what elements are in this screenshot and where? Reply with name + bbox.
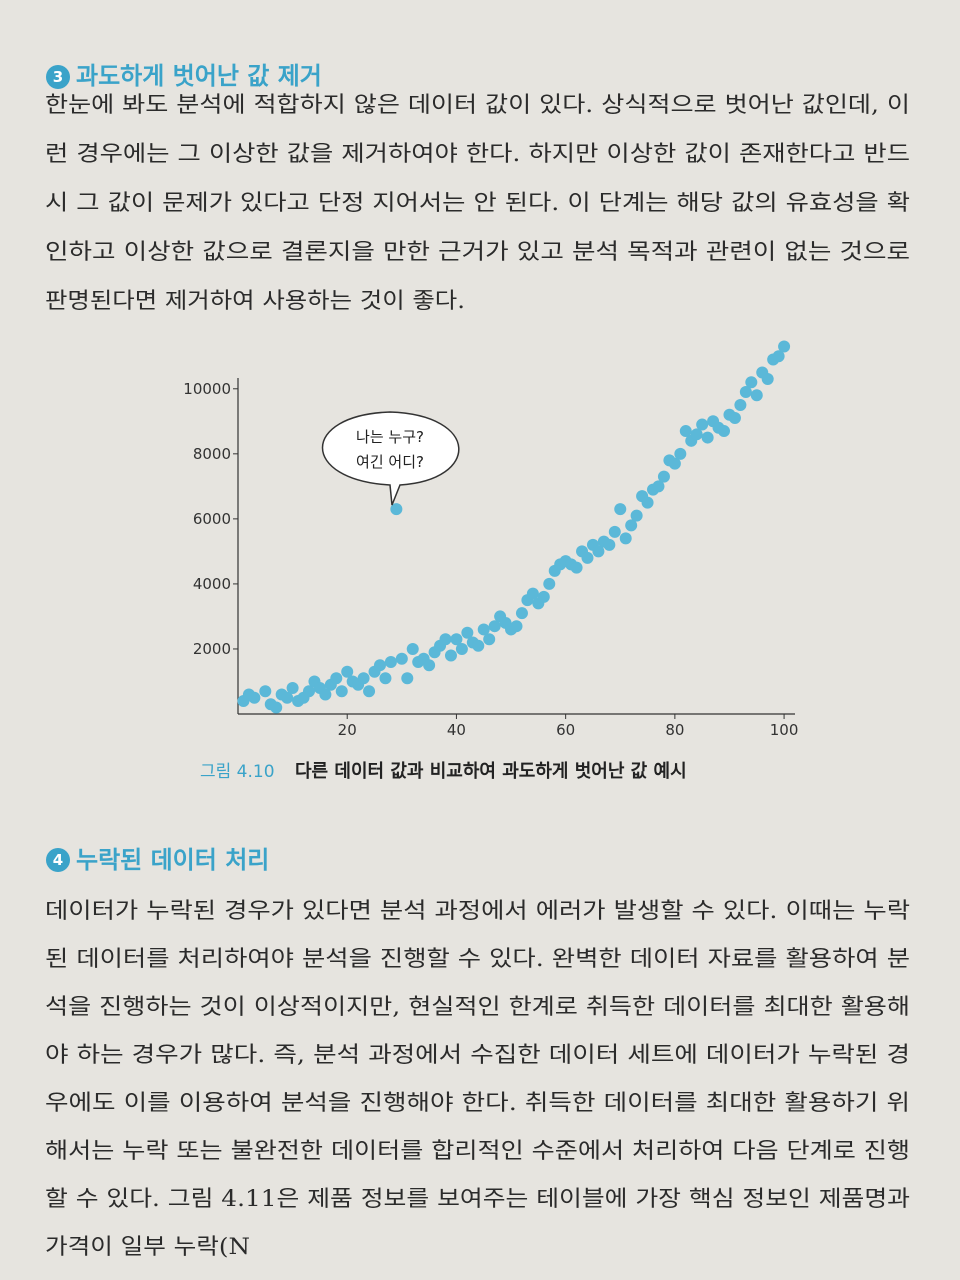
data-point xyxy=(357,672,370,685)
body-line: 야 하는 경우가 많다. 즉, 분석 과정에서 수집한 데이터 세트에 데이터가… xyxy=(45,1043,910,1068)
body-line: 판명된다면 제거하여 사용하는 것이 좋다. xyxy=(45,289,465,314)
data-point xyxy=(570,561,583,574)
data-point xyxy=(483,633,496,646)
data-point xyxy=(515,607,528,620)
section-number: 4 xyxy=(53,851,63,869)
body-line: 한눈에 봐도 분석에 적합하지 않은 데이터 값이 있다. 상식적으로 벗어난 … xyxy=(45,93,910,118)
data-point xyxy=(690,428,703,441)
data-point xyxy=(488,620,501,633)
body-line: 가격이 일부 누락(N xyxy=(45,1235,250,1260)
data-point xyxy=(444,649,457,662)
data-point xyxy=(761,373,774,386)
section-badge xyxy=(46,848,70,872)
data-point xyxy=(363,685,376,698)
data-point xyxy=(390,503,403,516)
data-point xyxy=(750,389,763,402)
x-tick-label: 60 xyxy=(556,721,575,739)
section-title: 누락된 데이터 처리 xyxy=(76,846,269,874)
data-point xyxy=(734,399,747,412)
body-line: 해서는 누락 또는 불완전한 데이터를 합리적인 수준에서 처리하여 다음 단계… xyxy=(45,1139,910,1164)
data-point xyxy=(439,633,452,646)
data-point xyxy=(379,672,392,685)
y-tick-label: 2000 xyxy=(193,640,231,658)
data-point xyxy=(450,633,463,646)
data-point xyxy=(641,496,654,509)
x-tick-label: 100 xyxy=(770,721,799,739)
body-line: 데이터가 누락된 경우가 있다면 분석 과정에서 에러가 발생할 수 있다. 이… xyxy=(45,899,910,924)
data-point xyxy=(630,509,643,522)
data-point xyxy=(341,665,354,678)
data-point xyxy=(701,431,714,444)
data-point xyxy=(395,652,408,665)
data-point xyxy=(319,688,332,701)
data-point xyxy=(281,691,294,704)
y-tick-label: 4000 xyxy=(193,575,231,593)
y-tick-label: 8000 xyxy=(193,445,231,463)
bubble-text: 나는 누구? xyxy=(356,428,424,446)
data-point xyxy=(270,701,283,714)
data-point xyxy=(625,519,638,532)
data-point xyxy=(592,545,605,558)
data-point xyxy=(401,672,414,685)
body-line: 시 그 값이 문제가 있다고 단정 지어서는 안 된다. 이 단계는 해당 값의… xyxy=(45,191,910,216)
body-line: 할 수 있다. 그림 4.11은 제품 정보를 보여주는 테이블에 가장 핵심 … xyxy=(45,1187,910,1212)
body-line: 된 데이터를 처리하여야 분석을 진행할 수 있다. 완벽한 데이터 자료를 활… xyxy=(45,947,910,972)
body-line: 석을 진행하는 것이 이상적이지만, 현실적인 한계로 취득한 데이터를 최대한… xyxy=(45,995,910,1020)
data-point xyxy=(674,447,687,460)
section-number: 3 xyxy=(53,68,63,86)
data-point xyxy=(373,659,386,672)
data-point xyxy=(335,685,348,698)
chart: 2000 4000 6000 8000 10000 20 40 60 80 100 나는 누구? 여긴… xyxy=(183,340,799,739)
data-point xyxy=(330,672,343,685)
x-tick-label: 80 xyxy=(665,721,684,739)
data-point xyxy=(608,525,621,538)
data-point xyxy=(461,626,474,639)
data-point xyxy=(657,470,670,483)
data-point xyxy=(472,639,485,652)
data-point xyxy=(406,642,419,655)
x-tick-label: 20 xyxy=(338,721,357,739)
data-point xyxy=(603,538,616,551)
data-point xyxy=(745,376,758,389)
data-point xyxy=(728,412,741,425)
data-point xyxy=(679,425,692,438)
data-point xyxy=(477,623,490,636)
data-point xyxy=(384,655,397,668)
speech-bubble xyxy=(321,411,460,506)
data-point xyxy=(259,685,272,698)
data-point xyxy=(619,532,632,545)
bubble-text: 여긴 어디? xyxy=(356,453,424,471)
x-tick-label: 40 xyxy=(447,721,466,739)
data-point xyxy=(652,480,665,493)
data-point xyxy=(696,418,709,431)
data-point xyxy=(510,620,523,633)
data-point xyxy=(455,642,468,655)
data-point xyxy=(526,587,539,600)
y-tick-label: 10000 xyxy=(183,380,231,398)
data-point xyxy=(543,577,556,590)
data-point xyxy=(772,350,785,363)
data-point xyxy=(739,386,752,399)
data-point xyxy=(248,691,261,704)
caption-number: 그림 4.10 xyxy=(200,762,275,782)
data-point xyxy=(778,340,791,353)
data-point xyxy=(614,503,627,516)
data-point xyxy=(537,590,550,603)
data-point xyxy=(581,551,594,564)
data-point xyxy=(718,425,731,438)
body-line: 인하고 이상한 값으로 결론지을 만한 근거가 있고 분석 목적과 관련이 없는… xyxy=(45,240,910,265)
section-title: 과도하게 벗어난 값 제거 xyxy=(76,62,322,90)
body-line: 런 경우에는 그 이상한 값을 제거하여야 한다. 하지만 이상한 값이 존재한… xyxy=(45,142,910,167)
caption-text: 다른 데이터 값과 비교하여 과도하게 벗어난 값 예시 xyxy=(295,761,687,782)
data-point xyxy=(286,681,299,694)
data-point xyxy=(423,659,436,672)
y-tick-label: 6000 xyxy=(193,510,231,528)
data-point xyxy=(668,457,681,470)
data-point xyxy=(302,685,315,698)
body-line: 우에도 이를 이용하여 분석을 진행해야 한다. 취득한 데이터를 최대한 활용… xyxy=(45,1091,910,1116)
section-badge xyxy=(46,65,70,89)
